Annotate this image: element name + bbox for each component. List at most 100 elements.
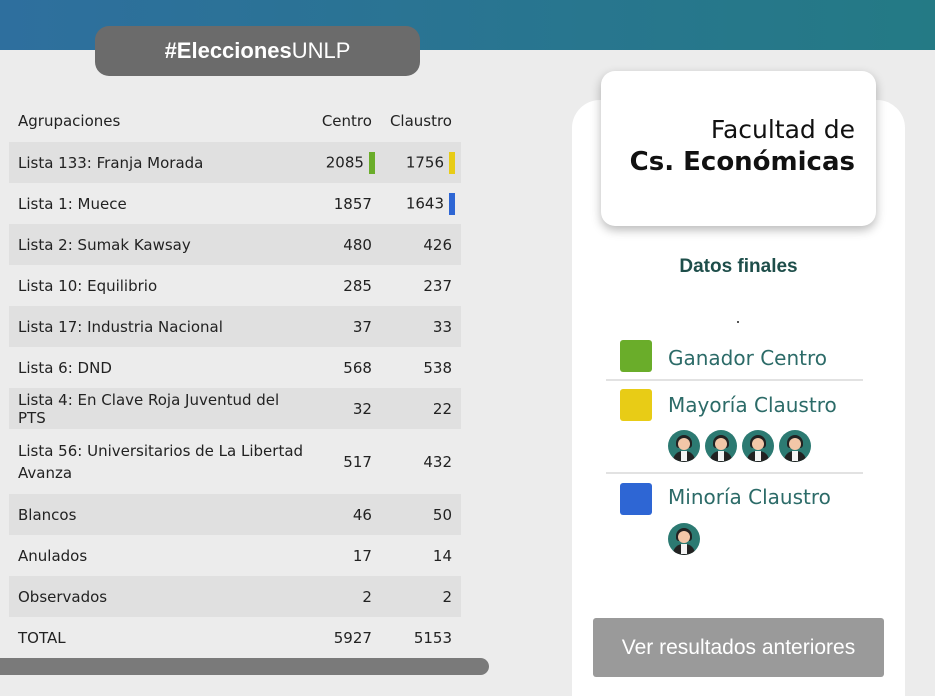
row-claustro-value: 5153	[413, 628, 452, 647]
row-claustro-value: 538	[423, 358, 452, 377]
legend-swatch-mayoria-claustro	[620, 389, 652, 421]
legend-divider	[606, 472, 863, 474]
minoria-seats	[668, 523, 700, 555]
row-centro-cell: 46	[312, 494, 381, 535]
row-claustro-value: 237	[423, 276, 452, 295]
row-centro-value: 517	[343, 452, 372, 471]
row-name: Lista 1: Muece	[18, 194, 127, 213]
row-name: Lista 6: DND	[18, 358, 112, 377]
row-name: Lista 17: Industria Nacional	[9, 306, 313, 347]
faculty-name: Cs. Económicas	[629, 147, 855, 177]
header-centro: Centro	[321, 112, 372, 130]
header-agrupaciones: Agrupaciones	[18, 112, 121, 130]
mayoria-seats	[668, 430, 811, 462]
row-name: Observados	[9, 576, 313, 617]
row-claustro-value: 22	[432, 399, 452, 418]
legend-label-ganador-centro: Ganador Centro	[668, 346, 828, 370]
legend-swatch-minoria-claustro	[620, 483, 652, 515]
row-centro-value: 285	[343, 276, 372, 295]
blue-marker	[449, 192, 455, 215]
row-centro-cell: 480	[312, 224, 381, 265]
table-row: Lista 2: Sumak Kawsay 480 426	[9, 224, 461, 265]
table-row: Observados 2 2	[9, 576, 461, 617]
row-claustro-value: 2	[442, 587, 452, 606]
legend-divider	[606, 379, 863, 381]
row-centro-cell: 17	[313, 535, 381, 576]
row-name: Lista 10: Equilibrio	[18, 276, 158, 295]
councillor-avatar-icon	[705, 430, 737, 462]
row-name: Lista 2: Sumak Kawsay	[9, 224, 313, 265]
row-centro-value: 2085	[325, 153, 364, 171]
row-claustro-cell: 14	[381, 535, 461, 576]
row-centro-value: 5927	[333, 628, 372, 647]
table-row: Lista 1: Muece 1857 1643	[9, 183, 461, 224]
row-claustro-cell: 538	[381, 347, 461, 388]
table-row: Lista 133: Franja Morada 2085 1756	[9, 142, 461, 183]
row-centro-value: 1857	[333, 194, 372, 213]
panel-subtitle: Datos finales	[679, 256, 798, 277]
row-name: Lista 133: Franja Morada	[9, 142, 313, 183]
header-claustro: Claustro	[389, 112, 452, 130]
row-claustro-cell: 22	[380, 388, 461, 429]
row-centro-cell: 2085	[312, 142, 381, 183]
row-claustro-value: 14	[432, 546, 452, 565]
row-centro-value: 37	[352, 317, 372, 336]
row-claustro-cell: 1756	[380, 142, 461, 183]
row-centro-cell: 32	[312, 388, 381, 429]
table-row: Lista 17: Industria Nacional 37 33	[9, 306, 461, 347]
row-claustro-value: 33	[432, 317, 452, 336]
hashtag-banner: #Elecciones UNLP	[95, 26, 420, 76]
row-claustro-cell: 50	[380, 494, 461, 535]
row-centro-cell: 285	[313, 265, 381, 306]
green-marker	[368, 151, 375, 174]
row-centro-cell: 5927	[313, 617, 381, 658]
yellow-marker	[449, 151, 455, 174]
row-claustro-cell: 426	[380, 224, 461, 265]
row-name: Lista 56: Universitarios de La Libertad …	[18, 441, 304, 482]
legend-label-mayoria-claustro: Mayoría Claustro	[668, 393, 837, 417]
row-name: Anulados	[18, 546, 88, 565]
results-table: Agrupaciones Centro Claustro Lista 133: …	[9, 100, 461, 658]
row-claustro-value: 50	[432, 505, 452, 524]
table-row: Anulados 17 14	[9, 535, 461, 576]
row-claustro-cell: 5153	[381, 617, 461, 658]
row-claustro-value: 432	[423, 452, 452, 471]
councillor-avatar-icon	[668, 523, 700, 555]
row-centro-cell: 37	[312, 306, 381, 347]
legend-label-minoria-claustro: Minoría Claustro	[668, 485, 831, 509]
row-centro-cell: 1857	[313, 183, 381, 224]
row-claustro-value: 426	[423, 235, 452, 254]
table-row: Lista 56: Universitarios de La Libertad …	[9, 429, 461, 494]
row-claustro-cell: 237	[381, 265, 461, 306]
hashtag-bold: #Elecciones	[164, 38, 292, 63]
decorative-dot	[737, 321, 739, 323]
row-claustro-value: 1756	[405, 153, 444, 171]
hashtag-rest: UNLP	[291, 38, 351, 63]
councillor-avatar-icon	[779, 430, 811, 462]
table-row: Lista 6: DND 568 538	[9, 347, 461, 388]
councillor-avatar-icon	[668, 430, 700, 462]
table-row: Lista 4: En Clave Roja Juventud del PTS 3…	[9, 388, 461, 429]
row-claustro-value: 1643	[405, 194, 444, 212]
faculty-label: Facultad de	[710, 115, 855, 144]
previous-results-button[interactable]: Ver resultados anteriores	[593, 618, 884, 677]
row-centro-cell: 568	[313, 347, 381, 388]
table-header-row: Agrupaciones Centro Claustro	[9, 100, 461, 142]
row-centro-value: 568	[343, 358, 372, 377]
legend-swatch-ganador-centro	[620, 340, 652, 372]
horizontal-scrollbar[interactable]	[0, 658, 489, 675]
row-centro-value: 480	[343, 235, 372, 254]
row-centro-value: 17	[352, 546, 372, 565]
row-centro-cell: 517	[313, 429, 381, 494]
results-table-body: Lista 133: Franja Morada 2085 1756 Lista 1:…	[9, 142, 461, 658]
faculty-box: Facultad de Cs. Económicas	[601, 71, 876, 226]
councillor-avatar-icon	[742, 430, 774, 462]
table-row: Lista 10: Equilibrio 285 237	[9, 265, 461, 306]
row-claustro-cell: 33	[380, 306, 461, 347]
row-centro-value: 2	[362, 587, 372, 606]
table-row: Blancos 46 50	[9, 494, 461, 535]
row-name: Blancos	[9, 494, 313, 535]
table-row: TOTAL 5927 5153	[9, 617, 461, 658]
row-centro-value: 46	[352, 505, 372, 524]
row-centro-value: 32	[352, 399, 372, 418]
